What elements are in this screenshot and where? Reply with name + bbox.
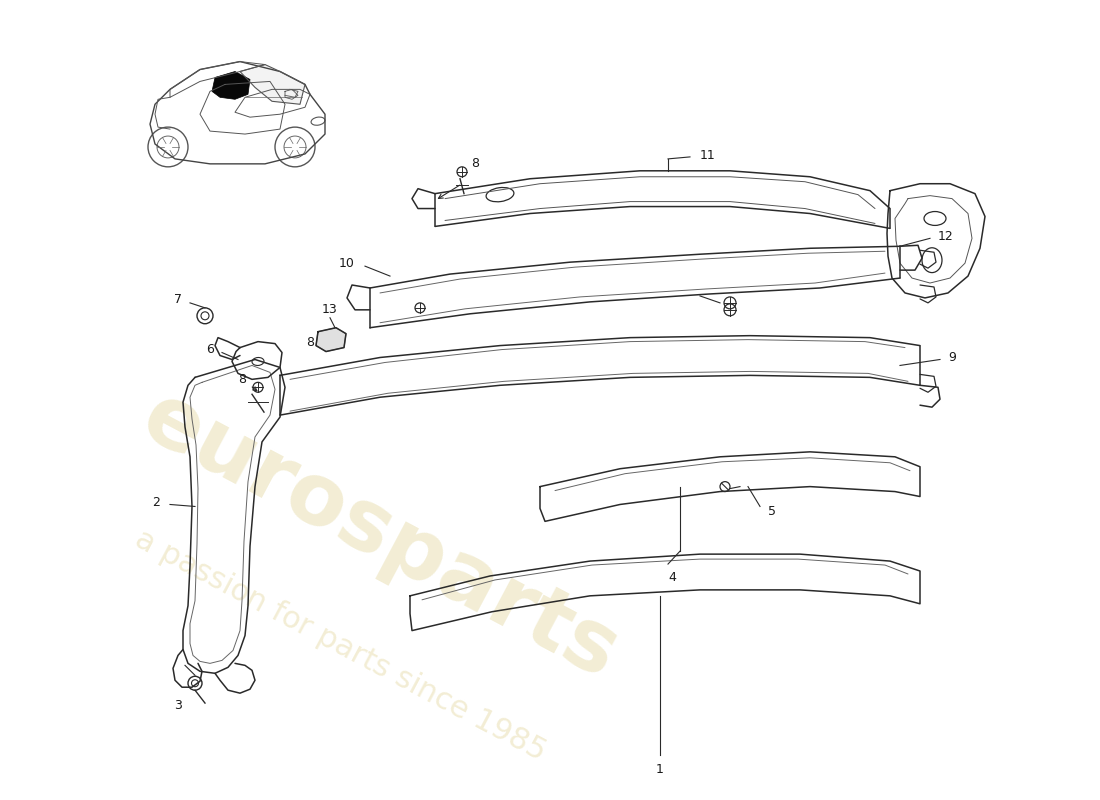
Text: 11: 11 [700, 150, 716, 162]
Text: 13: 13 [322, 303, 338, 316]
Text: eurosparts: eurosparts [128, 376, 632, 697]
Text: 8: 8 [238, 373, 246, 386]
Polygon shape [212, 71, 250, 99]
Text: 4: 4 [668, 571, 675, 584]
Text: 1: 1 [656, 762, 664, 776]
Text: 6: 6 [206, 343, 214, 356]
Text: a passion for parts since 1985: a passion for parts since 1985 [130, 525, 550, 766]
Text: 3: 3 [174, 698, 182, 711]
Text: 12: 12 [938, 230, 954, 243]
Text: 5: 5 [768, 505, 776, 518]
Text: 2: 2 [152, 496, 160, 509]
Text: 7: 7 [174, 294, 182, 306]
Text: 8: 8 [306, 336, 313, 349]
Polygon shape [316, 328, 346, 351]
Text: 8: 8 [471, 158, 478, 170]
Text: 10: 10 [339, 257, 355, 270]
Polygon shape [240, 65, 305, 104]
Text: 9: 9 [948, 351, 956, 364]
